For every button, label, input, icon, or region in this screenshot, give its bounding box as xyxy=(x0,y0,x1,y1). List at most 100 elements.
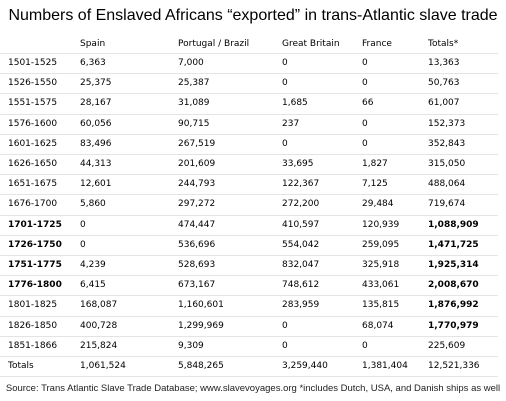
table-cell: 120,939 xyxy=(362,219,400,230)
table-cell: 1,685 xyxy=(282,98,308,109)
row-rule xyxy=(0,295,498,297)
table-cell: 1,925,314 xyxy=(428,260,479,270)
table-cell: 31,089 xyxy=(178,98,210,109)
table-cell: 28,167 xyxy=(80,98,112,109)
table-cell: 0 xyxy=(282,138,288,149)
table-cell: 748,612 xyxy=(282,280,320,291)
row-label: Totals xyxy=(8,361,34,371)
column-header: Spain xyxy=(80,39,106,49)
table-cell: 152,373 xyxy=(428,118,466,129)
table-cell: 1,770,979 xyxy=(428,320,479,331)
table-cell: 2,008,670 xyxy=(428,280,479,291)
row-rule xyxy=(0,356,498,357)
table-cell: 0 xyxy=(362,118,368,129)
table-cell: 122,367 xyxy=(282,179,320,190)
table-cell: 1,088,909 xyxy=(428,219,479,230)
table-cell: 6,415 xyxy=(80,280,106,291)
row-rule xyxy=(0,275,498,277)
table-cell: 1,061,524 xyxy=(80,361,126,371)
table-cell: 410,597 xyxy=(282,219,320,230)
table-cell: 297,272 xyxy=(178,199,216,210)
table-cell: 6,363 xyxy=(80,58,106,68)
column-header: Totals* xyxy=(428,39,459,49)
table-cell: 215,824 xyxy=(80,340,118,351)
row-label: 1776-1800 xyxy=(8,280,62,291)
row-rule xyxy=(0,315,498,317)
table-cell: 29,484 xyxy=(362,199,394,210)
table-cell: 60,056 xyxy=(80,118,112,129)
row-label: 1651-1675 xyxy=(8,179,58,190)
table-cell: 832,047 xyxy=(282,260,320,270)
column-header: Portugal / Brazil xyxy=(178,39,250,49)
table-cell: 0 xyxy=(80,239,86,250)
table-cell: 225,609 xyxy=(428,340,466,351)
row-rule xyxy=(0,174,498,176)
table-cell: 0 xyxy=(362,58,368,68)
table-cell: 0 xyxy=(362,340,368,351)
table-cell: 1,160,601 xyxy=(178,300,224,311)
footer: Source: Trans Atlantic Slave Trade Datab… xyxy=(5,383,501,394)
table-cell: 433,061 xyxy=(362,280,400,291)
table-cell: 83,496 xyxy=(80,138,112,149)
table-cell: 135,815 xyxy=(362,300,400,311)
table-cell: 25,375 xyxy=(80,78,112,89)
row-label: 1751-1775 xyxy=(8,260,62,270)
row-label: 1701-1725 xyxy=(8,219,62,230)
table-cell: 0 xyxy=(362,138,368,149)
row-rule xyxy=(0,255,498,256)
table-cell: 474,447 xyxy=(178,219,216,230)
table-cell: 12,521,336 xyxy=(428,361,480,371)
table-cell: 272,200 xyxy=(282,199,320,210)
table-cell: 237 xyxy=(282,118,300,129)
table-cell: 5,848,265 xyxy=(178,361,224,371)
title: Numbers of Enslaved Africans “exported” … xyxy=(8,7,498,24)
row-rule xyxy=(0,133,498,135)
table-cell: 61,007 xyxy=(428,98,460,109)
table-cell: 0 xyxy=(282,320,288,331)
table-cell: 66 xyxy=(362,98,374,109)
row-rule xyxy=(0,335,498,337)
row-rule xyxy=(0,376,498,378)
table-cell: 325,918 xyxy=(362,260,400,270)
row-label: 1576-1600 xyxy=(8,118,58,129)
row-label: 1601-1625 xyxy=(8,138,58,149)
row-label: 1526-1550 xyxy=(8,78,58,89)
table-cell: 1,381,404 xyxy=(362,361,408,371)
table-cell: 33,695 xyxy=(282,159,314,169)
table-cell: 168,087 xyxy=(80,300,118,311)
table-cell: 1,299,969 xyxy=(178,320,224,331)
table-cell: 50,763 xyxy=(428,78,460,89)
table-cell: 7,125 xyxy=(362,179,388,190)
table-cell: 5,860 xyxy=(80,199,106,210)
table-cell: 0 xyxy=(282,340,288,351)
table-cell: 259,095 xyxy=(362,239,400,250)
table-cell: 267,519 xyxy=(178,138,216,149)
row-rule xyxy=(0,234,498,236)
table-cell: 528,693 xyxy=(178,260,216,270)
table-cell: 90,715 xyxy=(178,118,210,129)
row-label: 1726-1750 xyxy=(8,239,62,250)
table-cell: 7,000 xyxy=(178,58,204,68)
row-rule xyxy=(0,154,498,155)
table-cell: 554,042 xyxy=(282,239,320,250)
table-cell: 1,827 xyxy=(362,159,388,169)
table-cell: 244,793 xyxy=(178,179,216,190)
row-rule xyxy=(0,113,498,115)
row-label: 1551-1575 xyxy=(8,98,58,109)
table-cell: 25,387 xyxy=(178,78,210,89)
table-cell: 536,696 xyxy=(178,239,216,250)
table-cell: 3,259,440 xyxy=(282,361,328,371)
table-cell: 13,363 xyxy=(428,58,460,68)
column-header: Great Britain xyxy=(282,39,340,49)
table-cell: 68,074 xyxy=(362,320,394,331)
table-cell: 1,876,992 xyxy=(428,300,479,311)
row-label: 1851-1866 xyxy=(8,340,58,351)
table-cell: 315,050 xyxy=(428,159,466,169)
row-label: 1501-1525 xyxy=(8,58,58,68)
table-cell: 201,609 xyxy=(178,159,216,169)
row-label: 1676-1700 xyxy=(8,199,58,210)
row-label: 1626-1650 xyxy=(8,159,58,169)
table-cell: 488,064 xyxy=(428,179,466,190)
table-cell: 9,309 xyxy=(178,340,204,351)
table-cell: 352,843 xyxy=(428,138,466,149)
